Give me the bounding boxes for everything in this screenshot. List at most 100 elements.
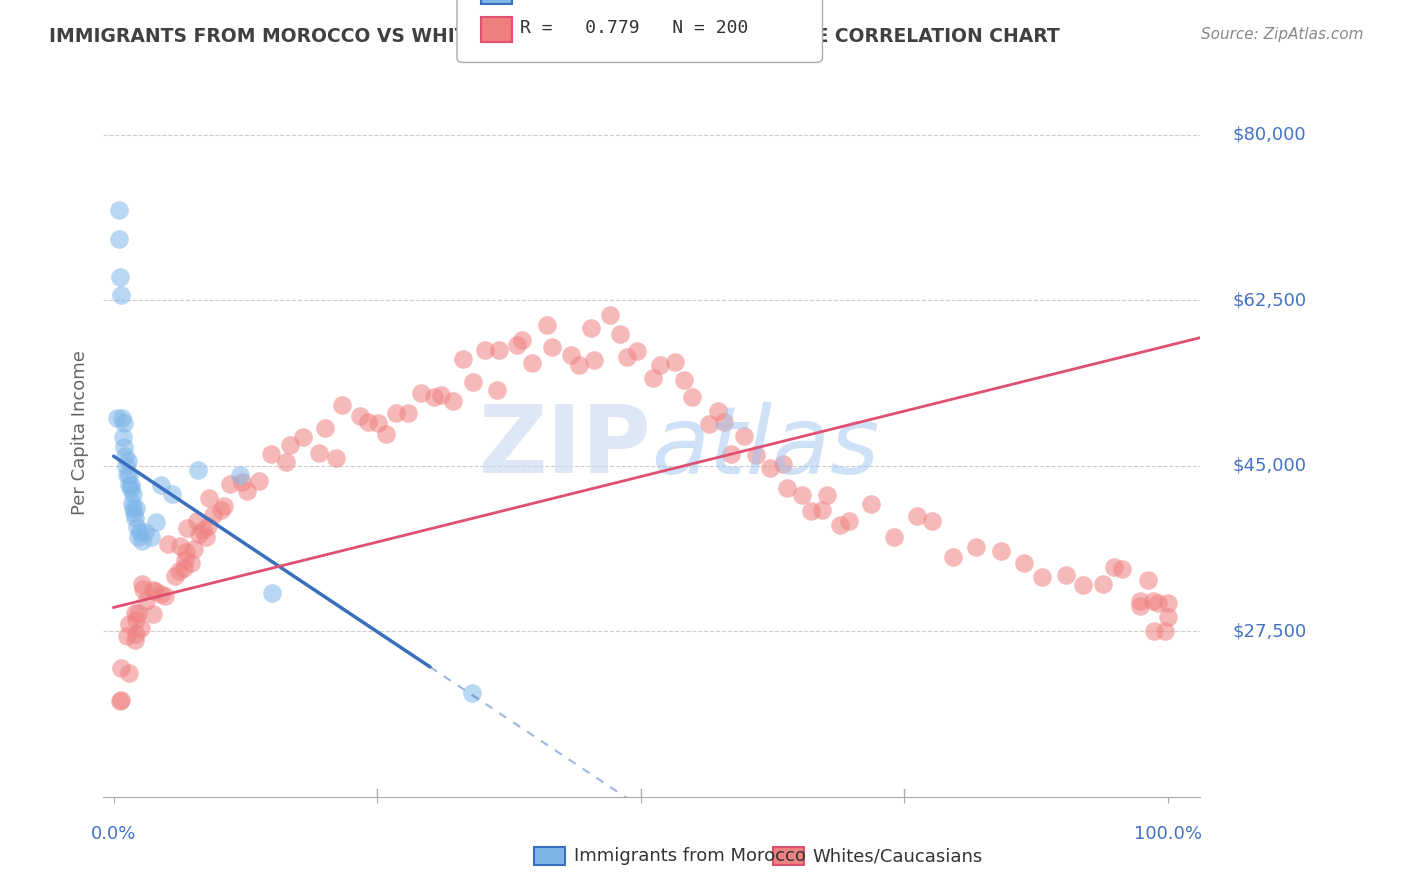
Point [260, 586, 283, 600]
Point [120, 477, 142, 491]
Text: $80,000: $80,000 [1233, 126, 1306, 144]
Point [145, 516, 167, 530]
Point [463, 375, 485, 389]
Point [396, 406, 419, 420]
Point [118, 477, 141, 491]
Point [942, 549, 965, 564]
Point [173, 553, 195, 567]
Point [121, 501, 143, 516]
Point [121, 487, 143, 501]
Text: 100.0%: 100.0% [1135, 825, 1202, 843]
Point [1102, 560, 1125, 574]
Point [838, 514, 860, 528]
Point [990, 543, 1012, 558]
Point [218, 477, 240, 491]
Point [278, 438, 301, 452]
Point [183, 542, 205, 557]
Point [124, 626, 146, 640]
Point [720, 447, 742, 461]
Point [115, 630, 138, 644]
Y-axis label: Per Capita Income: Per Capita Income [72, 350, 89, 515]
Point [451, 352, 474, 367]
Point [156, 537, 179, 551]
Point [745, 449, 768, 463]
Point [188, 527, 211, 541]
Text: 0.0%: 0.0% [91, 825, 136, 843]
Point [202, 508, 225, 522]
Text: R =   0.779   N = 200: R = 0.779 N = 200 [520, 19, 748, 37]
Point [375, 427, 398, 442]
Point [799, 504, 821, 518]
Point [131, 577, 153, 591]
Point [112, 440, 135, 454]
Point [1146, 596, 1168, 610]
Point [125, 613, 148, 627]
Point [423, 390, 446, 404]
Point [260, 447, 283, 461]
Point [173, 561, 195, 575]
Point [125, 501, 148, 516]
Point [349, 409, 371, 423]
Point [235, 483, 257, 498]
Point [522, 356, 544, 370]
Point [108, 694, 131, 708]
Point [308, 446, 330, 460]
Point [1012, 556, 1035, 570]
Point [115, 458, 138, 473]
Point [131, 534, 153, 549]
Point [965, 541, 987, 555]
Point [385, 406, 408, 420]
Point [110, 693, 132, 707]
Point [1154, 624, 1177, 638]
Point [135, 593, 157, 607]
Point [231, 475, 253, 489]
Text: IMMIGRANTS FROM MOROCCO VS WHITE/CAUCASIAN PER CAPITA INCOME CORRELATION CHART: IMMIGRANTS FROM MOROCCO VS WHITE/CAUCASI… [49, 27, 1060, 45]
Point [276, 455, 298, 469]
Point [367, 416, 389, 430]
Text: Immigrants from Morocco: Immigrants from Morocco [574, 847, 806, 865]
Point [124, 606, 146, 620]
Point [921, 514, 943, 528]
Point [127, 530, 149, 544]
Point [510, 333, 533, 347]
Point [117, 468, 139, 483]
Point [139, 530, 162, 544]
Point [112, 430, 135, 444]
Point [165, 569, 187, 583]
Point [110, 288, 132, 302]
Text: Whites/Caucasians: Whites/Caucasians [813, 847, 983, 865]
Point [112, 416, 135, 430]
Point [143, 584, 166, 599]
Point [117, 454, 139, 468]
Point [124, 632, 146, 647]
Point [429, 388, 451, 402]
Point [121, 496, 143, 510]
Text: $45,000: $45,000 [1233, 457, 1306, 475]
Point [197, 518, 219, 533]
Point [461, 685, 484, 699]
Point [758, 461, 780, 475]
Point [790, 488, 813, 502]
Point [108, 269, 131, 284]
Point [180, 557, 202, 571]
Point [811, 503, 834, 517]
Point [357, 415, 380, 429]
Point [125, 520, 148, 534]
Point [186, 514, 208, 528]
Point [141, 583, 163, 598]
Point [212, 499, 235, 513]
Point [707, 404, 730, 418]
Point [905, 509, 928, 524]
Point [120, 483, 142, 497]
Point [733, 428, 755, 442]
Point [485, 383, 508, 397]
Text: ZIP: ZIP [478, 401, 651, 493]
Point [1054, 567, 1077, 582]
Point [191, 524, 214, 538]
Text: $62,500: $62,500 [1233, 291, 1306, 310]
Point [1136, 573, 1159, 587]
Point [488, 343, 510, 358]
Point [579, 321, 602, 335]
Point [681, 390, 703, 404]
Point [197, 491, 219, 506]
